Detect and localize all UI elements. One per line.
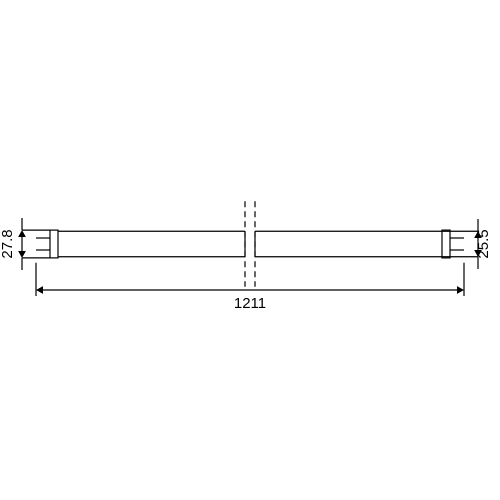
left-height-value: 27.8 bbox=[0, 229, 16, 258]
tube-dimension-diagram: 1211 27.8 25.5 bbox=[0, 0, 500, 500]
right-height-value: 25.5 bbox=[475, 229, 492, 258]
length-value: 1211 bbox=[234, 295, 266, 312]
